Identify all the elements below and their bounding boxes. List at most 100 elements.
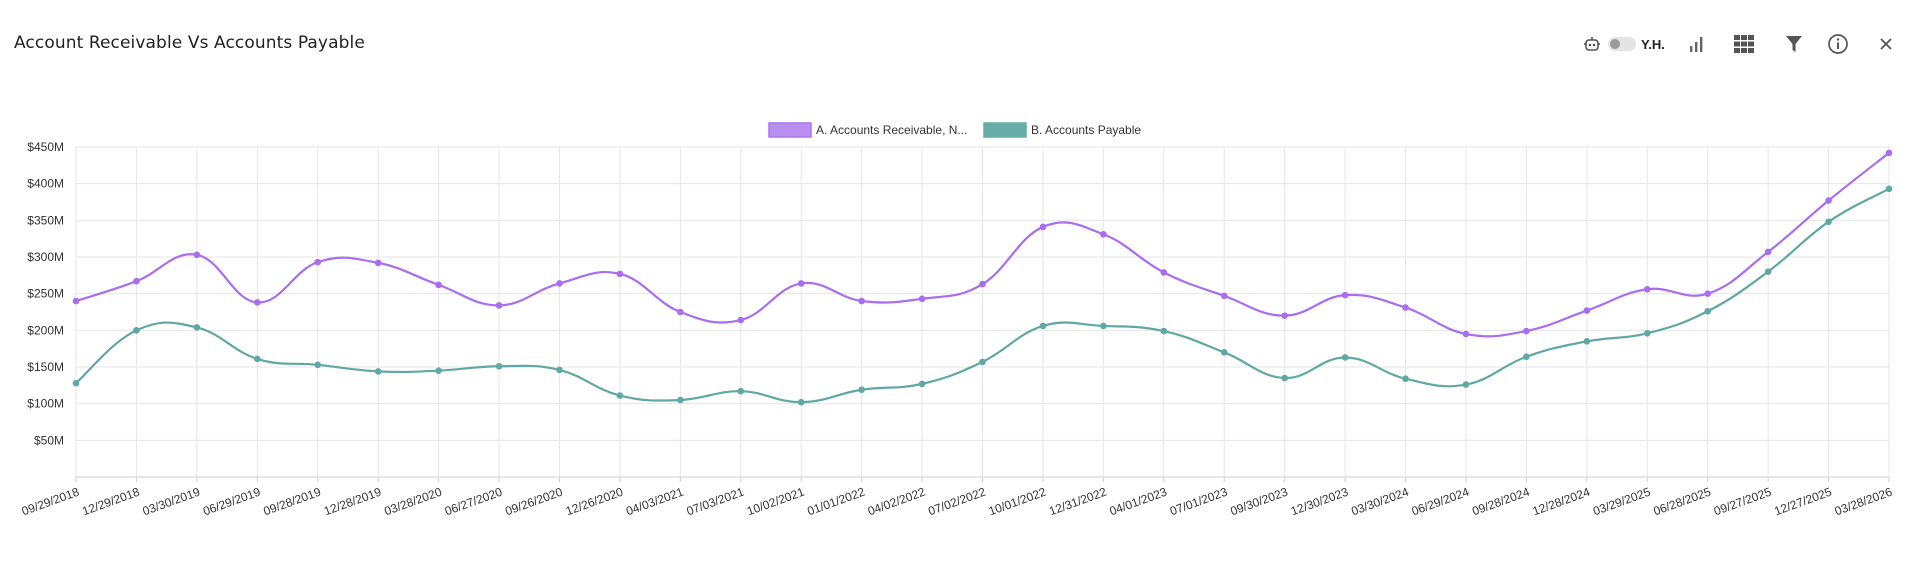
x-tick-label: 04/03/2021	[624, 485, 686, 519]
x-tick-label: 10/02/2021	[745, 485, 807, 519]
y-tick-label: $300M	[27, 250, 64, 264]
toggle-knob	[1610, 39, 1620, 49]
x-tick-label: 09/29/2018	[20, 485, 82, 519]
data-point	[435, 281, 442, 289]
data-point	[858, 297, 865, 305]
x-tick-label: 09/28/2019	[262, 485, 324, 519]
data-point	[1764, 248, 1772, 256]
data-point	[495, 362, 503, 370]
y-tick-label: $100M	[27, 397, 64, 411]
data-point	[374, 368, 382, 375]
data-point	[737, 387, 745, 395]
x-tick-label: 12/29/2018	[80, 485, 142, 519]
legend-label: B. Accounts Payable	[1031, 123, 1141, 137]
x-tick-label: 06/29/2019	[201, 485, 263, 519]
x-tick-label: 12/31/2022	[1047, 485, 1109, 519]
data-point	[1100, 322, 1107, 330]
data-point	[1523, 353, 1530, 361]
y-tick-label: $400M	[27, 177, 64, 191]
data-point	[193, 324, 201, 331]
y-tick-label: $150M	[27, 360, 64, 374]
data-point	[1402, 375, 1409, 383]
data-point	[1281, 312, 1288, 319]
x-tick-label: 12/27/2025	[1772, 485, 1834, 519]
x-tick-label: 04/01/2023	[1108, 485, 1170, 519]
close-icon[interactable]	[1872, 30, 1900, 58]
data-point	[1764, 268, 1772, 275]
data-point	[435, 367, 442, 374]
data-point	[1523, 327, 1530, 335]
data-point	[1160, 327, 1168, 335]
data-point	[556, 366, 563, 374]
x-tick-label: 12/26/2020	[564, 485, 626, 519]
data-point	[1462, 381, 1470, 388]
x-tick-label: 06/27/2020	[443, 485, 505, 519]
y-tick-label: $450M	[27, 140, 64, 154]
data-point	[556, 280, 563, 287]
x-tick-label: 03/30/2024	[1349, 485, 1411, 519]
data-point	[1281, 374, 1288, 382]
legend-swatch	[768, 122, 812, 138]
legend-label: A. Accounts Receivable, N...	[816, 123, 967, 137]
data-point	[1039, 322, 1047, 330]
x-tick-label: 09/28/2024	[1470, 485, 1532, 519]
grid-icon[interactable]	[1730, 30, 1758, 58]
data-point	[1704, 307, 1711, 315]
data-point	[677, 308, 684, 316]
data-point	[797, 398, 805, 406]
x-axis: 09/29/2018 12/29/2018 03/30/2019 06/29/2019…	[20, 477, 1895, 519]
data-point	[979, 358, 986, 366]
data-point	[918, 295, 926, 303]
x-tick-label: 04/02/2022	[866, 485, 928, 519]
data-point	[1825, 197, 1832, 204]
data-point	[1885, 149, 1893, 157]
data-point	[193, 251, 201, 259]
bar-chart-icon[interactable]	[1682, 30, 1710, 58]
y-tick-label: $50M	[34, 433, 64, 447]
x-tick-label: 12/28/2019	[322, 485, 384, 519]
data-point	[1402, 304, 1409, 311]
y-tick-label: $250M	[27, 287, 64, 301]
x-tick-label: 06/28/2025	[1651, 485, 1713, 519]
y-tick-label: $350M	[27, 213, 64, 227]
legend-item[interactable]: B. Accounts Payable	[983, 122, 1141, 138]
data-point	[616, 270, 624, 278]
data-point	[374, 259, 382, 267]
y-axis: $50M $100M $150M $200M $250M $300M $350M $400M $…	[27, 140, 64, 447]
data-point	[1643, 285, 1651, 293]
chart-header: Account Receivable Vs Accounts Payable Y…	[0, 0, 1920, 80]
grid-lines	[75, 146, 1890, 478]
data-point	[1643, 329, 1651, 337]
x-tick-label: 12/30/2023	[1289, 485, 1351, 519]
x-tick-label: 10/01/2022	[987, 485, 1049, 519]
x-tick-label: 07/03/2021	[685, 485, 747, 519]
legend-item[interactable]: A. Accounts Receivable, N...	[768, 122, 967, 138]
data-point	[72, 297, 80, 305]
data-point	[133, 327, 140, 334]
x-tick-label: 03/28/2026	[1833, 485, 1895, 519]
legend-swatch	[983, 122, 1027, 138]
filter-icon[interactable]	[1780, 30, 1808, 58]
data-point	[1583, 307, 1591, 314]
data-point	[1100, 230, 1107, 238]
data-point	[1885, 185, 1893, 193]
data-point	[979, 280, 986, 288]
info-icon[interactable]	[1824, 30, 1852, 58]
y-tick-label: $200M	[27, 323, 64, 337]
toggle-label: Y.H.	[1641, 37, 1665, 52]
x-tick-label: 01/01/2022	[805, 485, 867, 519]
data-point	[1825, 218, 1832, 226]
chart-title: Account Receivable Vs Accounts Payable	[14, 33, 365, 53]
x-tick-label: 07/02/2022	[926, 485, 988, 519]
x-tick-label: 09/26/2020	[503, 485, 565, 519]
data-point	[1220, 292, 1228, 300]
data-point	[253, 299, 261, 306]
chart-legend[interactable]: A. Accounts Receivable, N... B. Accounts …	[768, 122, 1141, 138]
robot-icon[interactable]	[1578, 30, 1606, 58]
yh-toggle-switch[interactable]	[1608, 37, 1636, 51]
data-point	[616, 392, 624, 399]
data-point	[858, 386, 865, 394]
x-tick-label: 09/30/2023	[1228, 485, 1290, 519]
data-point	[253, 355, 261, 363]
